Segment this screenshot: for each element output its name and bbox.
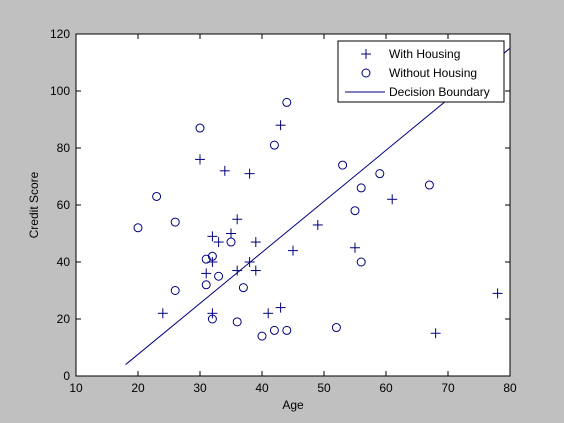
with-housing-point [312,219,323,230]
with-housing-point [201,268,212,279]
with-housing-point [232,265,243,276]
legend: With Housing Without Housing Decision Boun… [337,40,505,103]
without-housing-point [170,217,180,227]
with-housing-point [207,308,218,319]
tick-layer: 10 20 30 40 50 60 70 80 0 20 40 60 80 100 120 [50,27,517,395]
with-housing-point [207,231,218,242]
with-housing-point [213,237,224,248]
x-tick-label: 60 [379,381,393,395]
without-housing-point [201,280,211,290]
without-housing-point [195,123,205,133]
with-housing-point [492,288,503,299]
without-housing-point [350,206,360,216]
y-axis-label: Credit Score [27,171,41,238]
legend-label: Decision Boundary [389,85,490,99]
y-tick-label: 40 [57,255,71,269]
without-housing-point [152,191,162,201]
without-housing-point [269,325,279,335]
without-housing-point [133,223,143,233]
with-housing-point [244,257,255,267]
without-housing-point [238,283,248,293]
y-tick-label: 20 [57,312,71,326]
without-housing-point [201,254,211,264]
legend-circle-marker [361,68,371,78]
legend-label: Without Housing [389,66,477,80]
without-housing-point [424,180,434,190]
marker-layer [133,97,503,341]
without-housing-point [170,286,180,295]
with-housing-point [275,120,286,131]
with-housing-point [263,308,274,319]
y-tick-label: 60 [57,198,71,212]
without-housing-point [375,169,385,179]
with-housing-point [350,242,360,253]
without-housing-point [356,183,366,193]
without-housing-point [282,325,292,335]
with-housing-point [250,265,261,276]
with-housing-point [219,165,230,176]
without-housing-point [338,160,348,170]
x-tick-label: 80 [503,381,517,395]
without-housing-point [282,97,292,107]
without-housing-point [207,314,217,324]
without-housing-point [257,331,267,341]
without-housing-point [356,257,366,267]
y-tick-label: 120 [50,27,70,41]
y-tick-label: 0 [63,369,70,383]
x-tick-label: 40 [255,381,269,395]
x-tick-label: 30 [193,381,207,395]
without-housing-point [331,323,341,333]
without-housing-point [214,271,224,281]
y-tick-label: 100 [50,84,70,98]
x-axis-label: Age [282,398,304,412]
x-tick-label: 10 [69,381,83,395]
without-housing-point [226,237,236,247]
with-housing-point [157,308,168,319]
with-housing-point [195,154,205,165]
with-housing-point [250,237,261,248]
with-housing-point [430,328,441,339]
x-tick-label: 50 [317,381,331,395]
y-tick-label: 80 [57,141,71,155]
with-housing-point [226,228,236,239]
with-housing-point [275,302,286,313]
without-housing-point [207,251,217,261]
with-housing-point [244,168,255,179]
legend-plus-marker [361,49,371,59]
with-housing-point [387,194,398,205]
legend-label: With Housing [389,47,460,61]
without-housing-point [232,317,242,327]
x-tick-label: 20 [131,381,145,395]
x-tick-label: 70 [441,381,455,395]
without-housing-point [269,140,279,150]
with-housing-point [232,214,243,225]
with-housing-point [288,245,298,256]
